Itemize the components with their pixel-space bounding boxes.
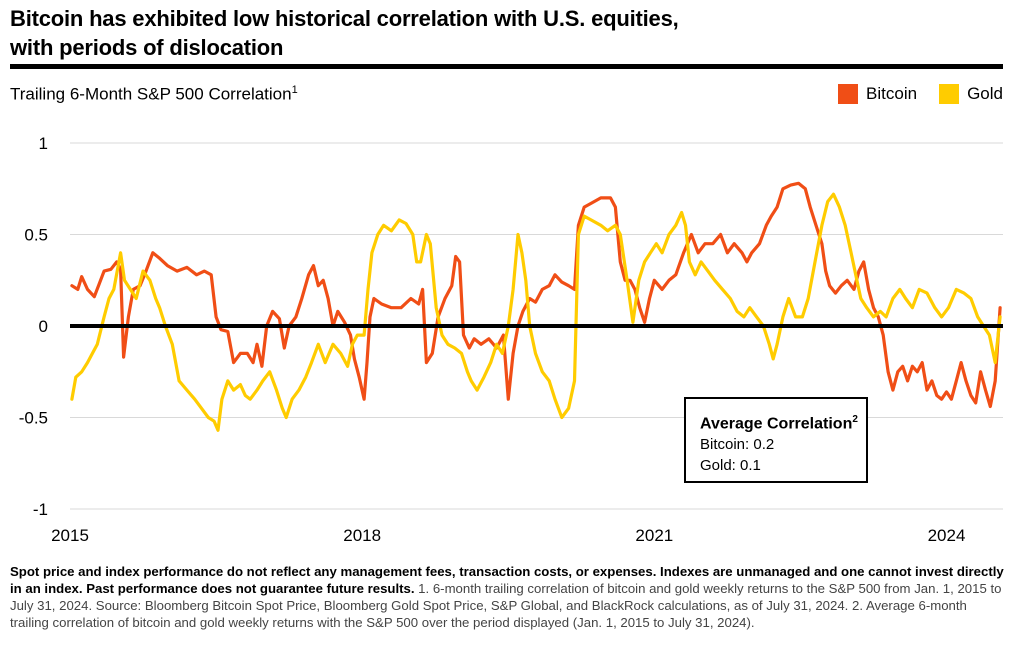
title-line-2: with periods of dislocation bbox=[10, 35, 284, 60]
legend-label-gold: Gold bbox=[967, 84, 1003, 103]
y-tick-label: 0.5 bbox=[24, 226, 48, 245]
legend-swatch-bitcoin bbox=[838, 84, 859, 104]
chart-subtitle: Trailing 6-Month S&P 500 Correlation1 bbox=[10, 84, 298, 105]
x-tick-label: 2024 bbox=[928, 526, 966, 545]
y-axis-tick-labels: 1 0.5 0 -0.5 -1 bbox=[19, 134, 48, 519]
average-bitcoin: Bitcoin: 0.2 bbox=[700, 436, 775, 454]
average-correlation-box: Average Correlation2 Bitcoin: 0.2 Gold: … bbox=[684, 397, 868, 483]
x-tick-label: 2018 bbox=[343, 526, 381, 545]
footnote-text: 1. 6-month trailing correlation of bitco… bbox=[10, 581, 1002, 630]
average-heading-footnote: 2 bbox=[852, 414, 858, 425]
y-tick-label: 1 bbox=[39, 134, 48, 153]
x-tick-label: 2021 bbox=[635, 526, 673, 545]
title-rule bbox=[10, 64, 1003, 69]
chart-title: Bitcoin has exhibited low historical cor… bbox=[10, 4, 1010, 62]
title-line-1: Bitcoin has exhibited low historical cor… bbox=[10, 6, 679, 31]
y-tick-label: 0 bbox=[39, 317, 48, 336]
legend: Bitcoin Gold bbox=[838, 84, 1003, 104]
y-tick-label: -1 bbox=[33, 500, 48, 519]
series-line-gold bbox=[70, 192, 1002, 432]
x-axis-tick-labels: 2015 2018 2021 2024 bbox=[51, 526, 965, 545]
y-tick-label: -0.5 bbox=[19, 409, 48, 428]
average-gold: Gold: 0.1 bbox=[700, 457, 761, 475]
series-lines bbox=[70, 181, 1002, 432]
subtitle-text: Trailing 6-Month S&P 500 Correlation bbox=[10, 84, 292, 104]
subtitle-footnote-marker: 1 bbox=[291, 84, 298, 96]
footnotes: Spot price and index performance do not … bbox=[10, 563, 1008, 631]
correlation-chart: 1 0.5 0 -0.5 -1 2015 2018 2021 2024 bbox=[19, 134, 1003, 545]
legend-swatch-gold bbox=[939, 84, 960, 104]
x-tick-label: 2015 bbox=[51, 526, 89, 545]
disclaimer-bold: Spot price and index performance do not … bbox=[10, 564, 1004, 596]
average-correlation-heading: Average Correlation2 bbox=[700, 409, 866, 434]
legend-label-bitcoin: Bitcoin bbox=[866, 84, 918, 103]
average-heading-text: Average Correlation bbox=[700, 415, 853, 433]
series-line-bitcoin bbox=[70, 181, 1002, 409]
